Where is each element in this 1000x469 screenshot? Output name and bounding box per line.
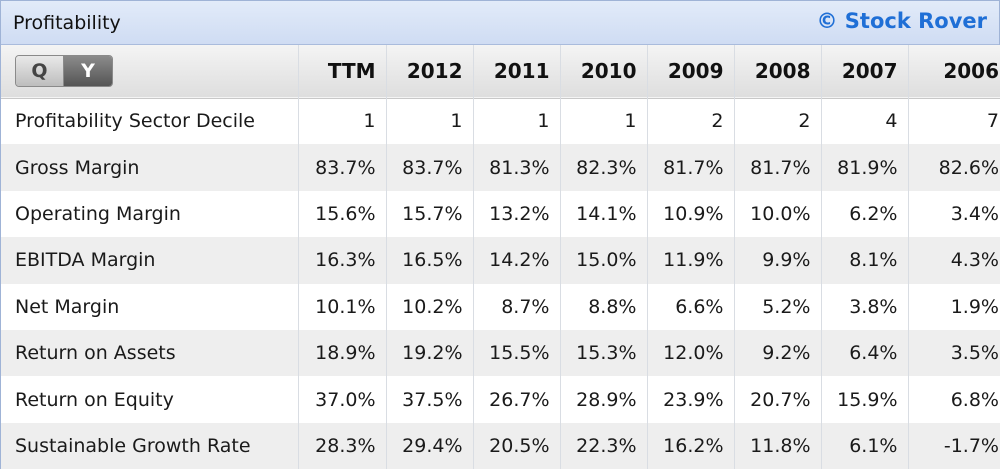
table-cell: 5.2%	[734, 283, 822, 330]
yearly-toggle-button[interactable]: Y	[64, 56, 112, 87]
table-cell: 9.9%	[734, 237, 822, 284]
period-toggle-cell: Q Y	[1, 45, 299, 98]
table-cell: 22.3%	[560, 422, 648, 469]
table-header-row: Q Y TTM 2012 2011 2010 2009 2008 2007 20…	[1, 45, 1000, 98]
table-row[interactable]: Return on Equity 37.0% 37.5% 26.7% 28.9% 23.9…	[1, 376, 1000, 423]
table-row[interactable]: Net Margin 10.1% 10.2% 8.7% 8.8% 6.6% 5.2% 3.8%…	[1, 283, 1000, 330]
table-cell: 16.5%	[386, 237, 474, 284]
table-cell: 10.2%	[386, 283, 474, 330]
row-label: Net Margin	[1, 283, 299, 330]
table-cell: 11.8%	[734, 422, 822, 469]
table-cell: 1.9%	[950, 295, 999, 318]
table-cell: 29.4%	[386, 422, 474, 469]
table-cell: 2	[647, 98, 735, 145]
table-cell: 8.1%	[821, 237, 909, 284]
profitability-table: Q Y TTM 2012 2011 2010 2009 2008 2007 20…	[1, 45, 1000, 469]
table-cell: 4.3%	[950, 249, 999, 272]
table-cell: 81.9%	[821, 144, 909, 191]
table-row[interactable]: Return on Assets 18.9% 19.2% 15.5% 15.3% 12.0…	[1, 329, 1000, 377]
table-cell: 3.8%	[821, 283, 909, 330]
table-cell: 8.8%	[560, 283, 648, 330]
column-header[interactable]: TTM	[298, 45, 387, 98]
table-row[interactable]: Sustainable Growth Rate 28.3% 29.4% 20.5% 22…	[1, 422, 1000, 469]
panel-header: Profitability © Stock Rover	[1, 1, 999, 45]
table-row[interactable]: Operating Margin 15.6% 15.7% 13.2% 14.1% 10.9…	[1, 190, 1000, 238]
table-cell: 12.0%	[647, 329, 735, 377]
table-row[interactable]: EBITDA Margin 16.3% 16.5% 14.2% 15.0% 11.9% 9.…	[1, 237, 1000, 284]
table-cell: 16.3%	[298, 237, 387, 284]
table-cell: 23.9%	[647, 376, 735, 423]
table-cell: 37.5%	[386, 376, 474, 423]
table-cell: 81.7%	[647, 144, 735, 191]
table-cell: 6.8%	[950, 388, 999, 411]
table-cell: 14.2%	[473, 237, 561, 284]
table-cell: 6.6%	[647, 283, 735, 330]
table-cell: 20.7%	[734, 376, 822, 423]
brand-watermark: © Stock Rover	[816, 9, 987, 33]
table-cell: 6.4%	[821, 329, 909, 377]
table-cell: 28.3%	[298, 422, 387, 469]
table-cell: 16.2%	[647, 422, 735, 469]
table-cell: 81.3%	[473, 144, 561, 191]
column-header[interactable]: 2007	[821, 45, 909, 98]
table-cell: 18.9%	[298, 329, 387, 377]
table-cell: 11.9%	[647, 237, 735, 284]
row-label: Return on Assets	[1, 329, 299, 377]
table-cell: 10.1%	[298, 283, 387, 330]
table-cell: 2	[734, 98, 822, 145]
table-cell: 1	[473, 98, 561, 145]
table-cell: 15.7%	[386, 190, 474, 238]
table-cell: 6.1%	[821, 422, 909, 469]
table-cell: 6.2%	[821, 190, 909, 238]
table-cell: 13.2%	[473, 190, 561, 238]
table-cell: 81.7%	[734, 144, 822, 191]
table-cell: 82.3%	[560, 144, 648, 191]
table-cell: 15.6%	[298, 190, 387, 238]
table-cell: 9.2%	[734, 329, 822, 377]
table-cell: 1	[298, 98, 387, 145]
table-cell: 3.5%	[950, 342, 999, 365]
table-body: Profitability Sector Decile 1 1 1 1 2 2 4 7 Gross…	[1, 98, 1000, 469]
table-cell: 15.0%	[560, 237, 648, 284]
table-row[interactable]: Gross Margin 83.7% 83.7% 81.3% 82.3% 81.7% 81.…	[1, 144, 1000, 191]
table-cell: 1	[560, 98, 648, 145]
table-cell: 3.4%	[950, 202, 999, 225]
row-label: Operating Margin	[1, 190, 299, 238]
table-cell: 4	[821, 98, 909, 145]
quarterly-toggle-button[interactable]: Q	[16, 56, 64, 87]
row-label: Sustainable Growth Rate	[1, 422, 299, 469]
column-header[interactable]: 2006	[943, 59, 999, 84]
table-cell: 7	[986, 110, 999, 133]
table-cell: 37.0%	[298, 376, 387, 423]
table-cell: 10.9%	[647, 190, 735, 238]
row-label: Profitability Sector Decile	[1, 98, 299, 145]
column-header[interactable]: 2012	[386, 45, 474, 98]
column-header[interactable]: 2008	[734, 45, 822, 98]
table-cell: 8.7%	[473, 283, 561, 330]
table-cell: 15.9%	[821, 376, 909, 423]
table-cell: 20.5%	[473, 422, 561, 469]
row-label: Gross Margin	[1, 144, 299, 191]
table-cell: 15.5%	[473, 329, 561, 377]
period-toggle: Q Y	[15, 55, 113, 88]
column-header[interactable]: 2010	[560, 45, 648, 98]
table-cell: -1.7%	[943, 434, 999, 457]
table-cell: 83.7%	[298, 144, 387, 191]
table-row[interactable]: Profitability Sector Decile 1 1 1 1 2 2 4 7	[1, 98, 1000, 145]
column-header[interactable]: 2011	[473, 45, 561, 98]
table-cell: 28.9%	[560, 376, 648, 423]
table-cell: 19.2%	[386, 329, 474, 377]
table-cell: 15.3%	[560, 329, 648, 377]
table-cell: 1	[386, 98, 474, 145]
table-cell: 82.6%	[938, 156, 999, 179]
table-cell: 14.1%	[560, 190, 648, 238]
panel-title: Profitability	[13, 12, 121, 34]
row-label: EBITDA Margin	[1, 237, 299, 284]
table-cell: 83.7%	[386, 144, 474, 191]
table-cell: 26.7%	[473, 376, 561, 423]
column-header[interactable]: 2009	[647, 45, 735, 98]
table-cell: 10.0%	[734, 190, 822, 238]
row-label: Return on Equity	[1, 376, 299, 423]
